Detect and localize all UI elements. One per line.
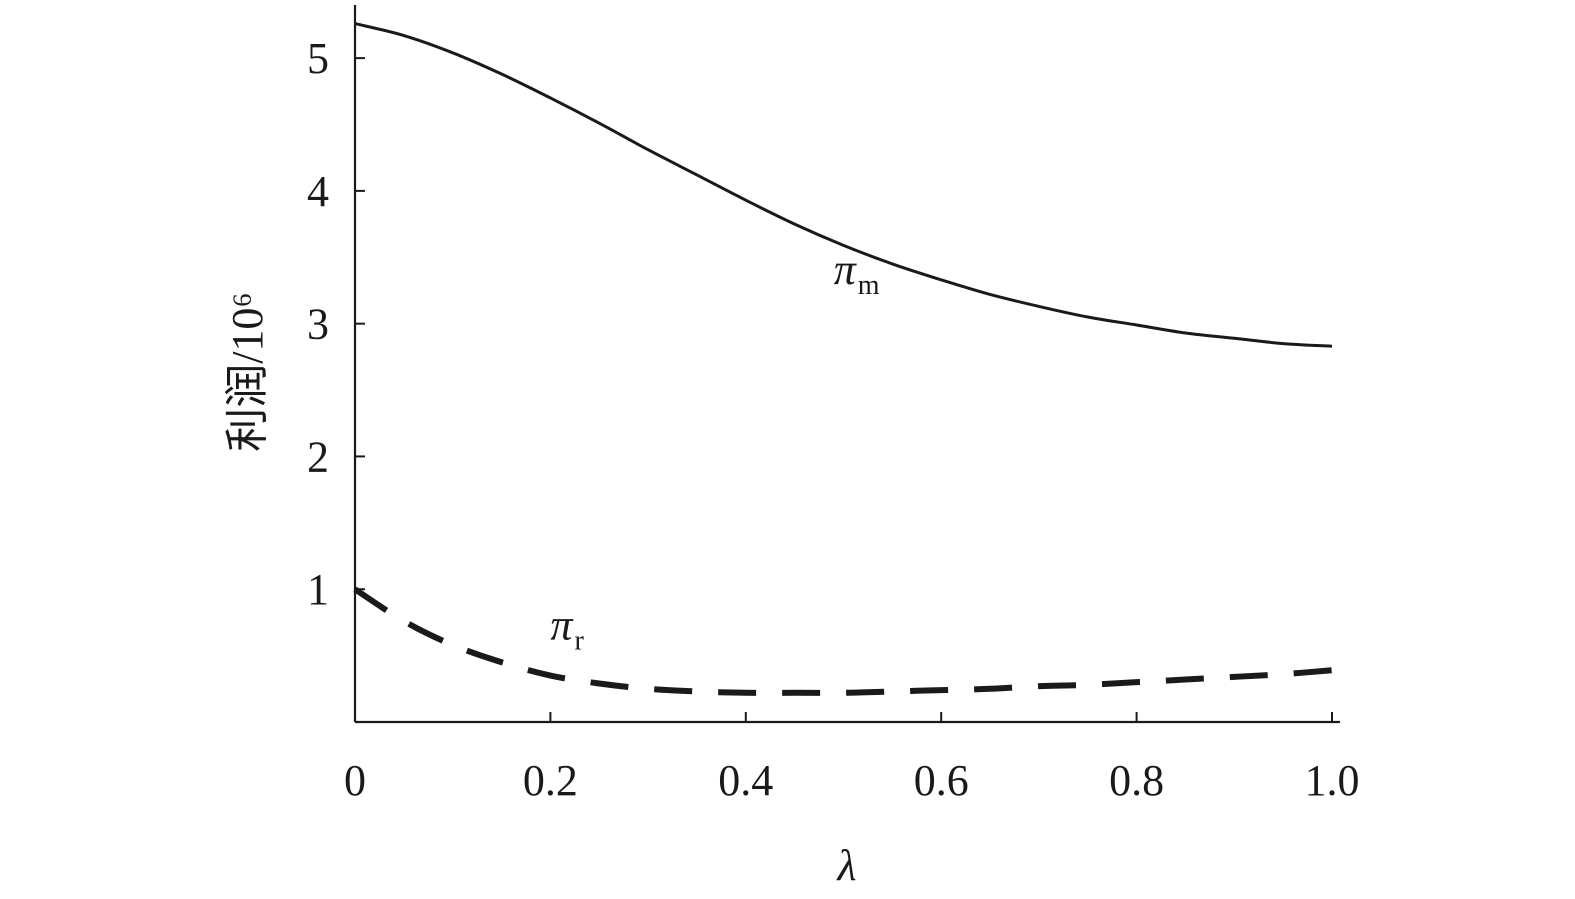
series-label-sub: r <box>574 626 584 657</box>
axes <box>353 5 1340 724</box>
y-tick-label: 2 <box>307 432 329 481</box>
x-axis-title: λ <box>835 841 856 890</box>
y-tick-label: 5 <box>307 34 329 83</box>
series-label-r: πr <box>550 601 584 657</box>
x-tick-label: 0.4 <box>718 756 773 805</box>
y-tick-label: 1 <box>307 565 329 614</box>
x-tick-label: 0.2 <box>523 756 578 805</box>
x-tick-label: 0.6 <box>914 756 969 805</box>
x-tick-label: 1.0 <box>1305 756 1360 805</box>
series-label-main: π <box>834 245 858 294</box>
series-line-m <box>354 22 1333 348</box>
series-layer <box>353 22 1333 696</box>
series-label-m: πm <box>834 245 880 301</box>
series-label-sub: m <box>858 270 880 301</box>
y-ticks: 1 2 3 4 5 <box>307 34 365 614</box>
y-axis-title: 利润/10⁶ <box>223 292 272 452</box>
x-ticks: 0 0.2 0.4 0.6 0.8 1.0 <box>344 712 1360 805</box>
x-tick-label: 0.8 <box>1109 756 1164 805</box>
x-tick-label: 0 <box>344 756 366 805</box>
y-tick-label: 3 <box>307 300 329 349</box>
y-tick-label: 4 <box>307 167 329 216</box>
series-label-main: π <box>550 601 574 650</box>
series-line-r <box>353 586 1333 696</box>
